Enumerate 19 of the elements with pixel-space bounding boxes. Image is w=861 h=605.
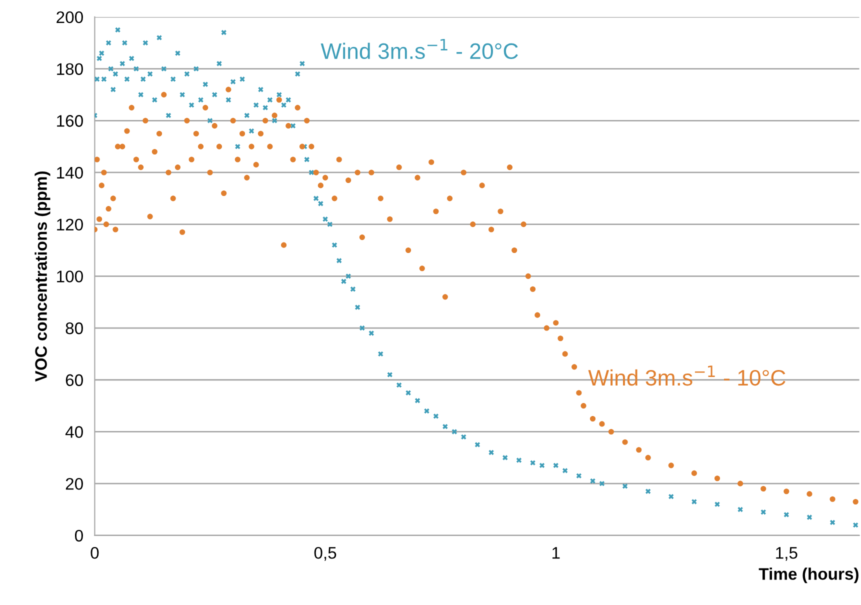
x-tick-label: 0	[90, 546, 99, 559]
y-tick-label: 40	[65, 426, 83, 438]
y-tick-label: 20	[66, 478, 83, 490]
x-tick-label: 1	[552, 547, 560, 559]
y-tick-label: 60	[66, 374, 83, 386]
x-tick-label: 0,5	[314, 546, 336, 561]
series-label: Wind 3m.s$^{−1}$ - 10°C	[588, 366, 786, 386]
series-label: Wind 3m.s$^{−1}$ - 20°C	[320, 38, 518, 60]
x-tick-label: 1,5	[776, 547, 798, 561]
y-tick-label: 140	[57, 166, 83, 179]
y-axis-title: VOC concentrations (ppm)	[34, 171, 50, 382]
y-tick-label: 180	[57, 63, 83, 75]
y-tick-label: 80	[66, 322, 83, 334]
y-tick-label: 100	[57, 270, 83, 282]
x-axis-title: Time (hours)	[758, 568, 858, 584]
y-tick-label: 200	[56, 11, 83, 24]
y-tick-label: 160	[57, 115, 83, 127]
y-tick-label: 0	[74, 530, 83, 542]
y-tick-label: 120	[57, 218, 83, 231]
